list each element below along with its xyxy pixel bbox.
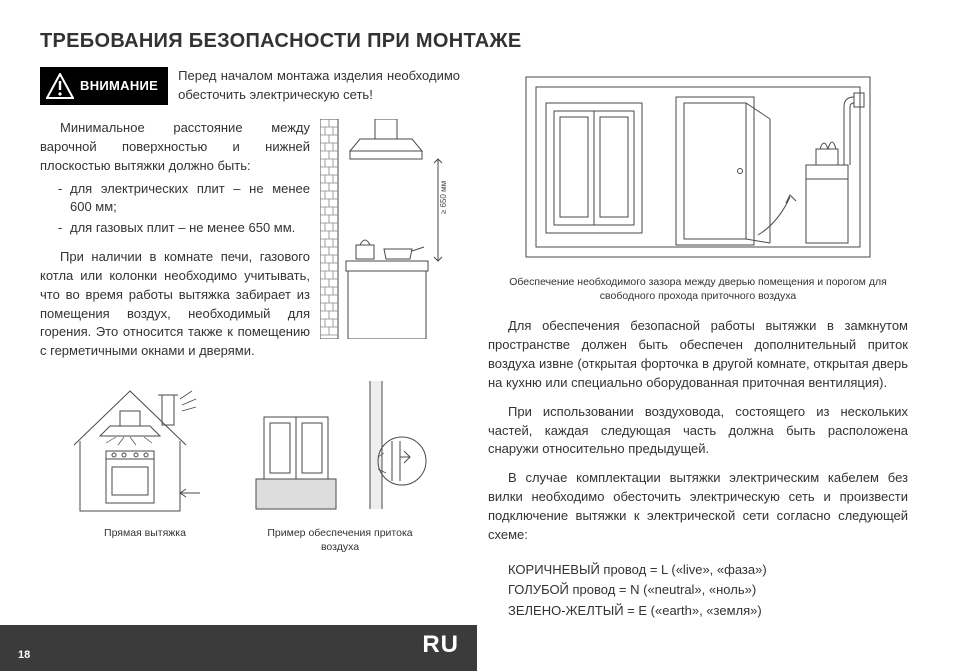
- bullet-electric: для электрических плит – не менее 600 мм…: [58, 180, 460, 218]
- wire-brown: КОРИЧНЕВЫЙ провод = L («live», «фаза»): [508, 561, 908, 580]
- caption-direct-exhaust: Прямая вытяжка: [104, 527, 186, 541]
- wire-green-yellow: ЗЕЛЕНО-ЖЕЛТЫЙ = E («earth», «земля»): [508, 602, 908, 621]
- left-column: ВНИМАНИЕ Перед началом монтажа изделия н…: [40, 67, 460, 671]
- wire-legend: КОРИЧНЕВЫЙ провод = L («live», «фаза») Г…: [508, 561, 908, 622]
- warning-text: Перед началом монтажа изделия необходимо…: [178, 67, 460, 105]
- figure-room-clearance: [518, 67, 878, 267]
- caption-room-clearance: Обеспечение необходимого зазора между дв…: [488, 275, 908, 303]
- figure-direct-exhaust: Прямая вытяжка: [70, 381, 220, 554]
- page-number: 18: [18, 649, 30, 661]
- caption-air-supply: Пример обеспечения притока воздуха: [255, 527, 425, 554]
- clearance-list: для электрических плит – не менее 600 мм…: [58, 180, 460, 239]
- para-wiring: В случае комплектации вытяжки электричес…: [488, 469, 908, 544]
- warning-label: ВНИМАНИЕ: [80, 77, 158, 96]
- para-duct-parts: При использовании воздуховода, состоящег…: [488, 403, 908, 460]
- page-footer: RU 18: [0, 625, 954, 671]
- lang-label: RU: [422, 631, 459, 659]
- warning-triangle-icon: [46, 73, 74, 99]
- page-title: ТРЕБОВАНИЯ БЕЗОПАСНОСТИ ПРИ МОНТАЖЕ: [40, 30, 914, 53]
- figure-air-supply-example: Пример обеспечения притока воздуха: [250, 381, 430, 554]
- right-column: Обеспечение необходимого зазора между дв…: [488, 67, 908, 671]
- para-air-supply: Для обеспечения безопасной работы вытяжк…: [488, 317, 908, 392]
- bullet-gas: для газовых плит – не менее 650 мм.: [58, 219, 460, 238]
- warning-badge: ВНИМАНИЕ: [40, 67, 168, 105]
- wire-blue: ГОЛУБОЙ провод = N («neutral», «ноль»): [508, 581, 908, 600]
